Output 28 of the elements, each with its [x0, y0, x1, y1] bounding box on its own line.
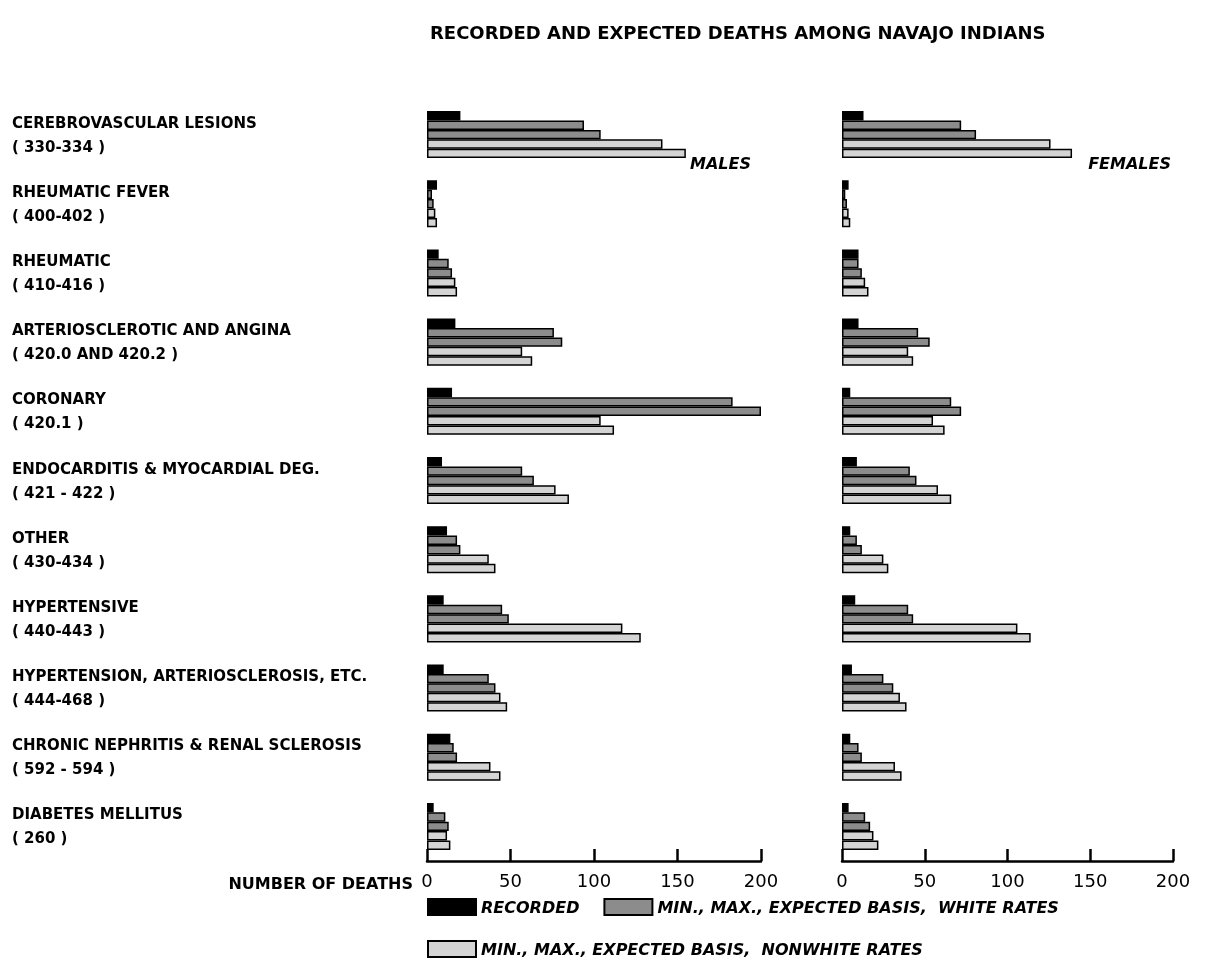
x-tick-label: 100 — [576, 869, 612, 891]
y-tick-label: OTHER ( 430-434 ) — [12, 528, 106, 571]
y-tick-label: CHRONIC NEPHRITIS & RENAL SCLEROSIS ( 592 - 594 ) — [12, 736, 362, 779]
chart-title: RECORDED AND EXPECTED DEATHS AMONG NAVAJO INDIANS — [430, 21, 1046, 43]
x-tick-label: 0 — [421, 869, 433, 891]
text: FEMALES — [1088, 153, 1171, 173]
y-tick-label: RHEUMATIC FEVER ( 400-402 ) — [12, 182, 171, 225]
legend-label: MIN., MAX., EXPECTED BASIS, NONWHITE RATES — [481, 939, 923, 959]
x-tick-label: 50 — [499, 869, 522, 891]
y-tick-label: DIABETES MELLITUS ( 260 ) — [12, 805, 183, 848]
x-tick-label: 150 — [1073, 869, 1108, 891]
x-tick-label: 150 — [660, 869, 695, 891]
x-axis-title: NUMBER OF DEATHS — [228, 873, 413, 893]
x-tick-label: 200 — [1155, 869, 1191, 891]
y-tick-label: ENDOCARDITIS & MYOCARDIAL DEG. ( 421 - 422 ) — [12, 459, 320, 502]
y-tick-label: ARTERIOSCLEROTIC AND ANGINA ( 420.0 AND 420.2 ) — [12, 321, 292, 364]
x-tick-label: 100 — [990, 869, 1025, 891]
y-tick-label: CORONARY ( 420.1 ) — [12, 390, 107, 433]
x-tick-label: 50 — [913, 869, 937, 891]
legend-label: MIN., MAX., EXPECTED BASIS, WHITE RATES — [657, 897, 1059, 917]
y-tick-label: RHEUMATIC ( 410-416 ) — [12, 251, 111, 294]
y-tick-label: HYPERTENSION, ARTERIOSCLEROSIS, ETC. ( 444-468 ) — [12, 667, 368, 710]
y-tick-label: HYPERTENSIVE ( 440-443 ) — [12, 597, 139, 640]
x-tick-label: 200 — [743, 869, 779, 891]
legend-label: RECORDED — [481, 897, 580, 917]
text: MALES — [690, 153, 751, 173]
x-tick-label: 0 — [836, 869, 848, 891]
y-tick-label: CEREBROVASCULAR LESIONS ( 330-334 ) — [12, 113, 257, 156]
